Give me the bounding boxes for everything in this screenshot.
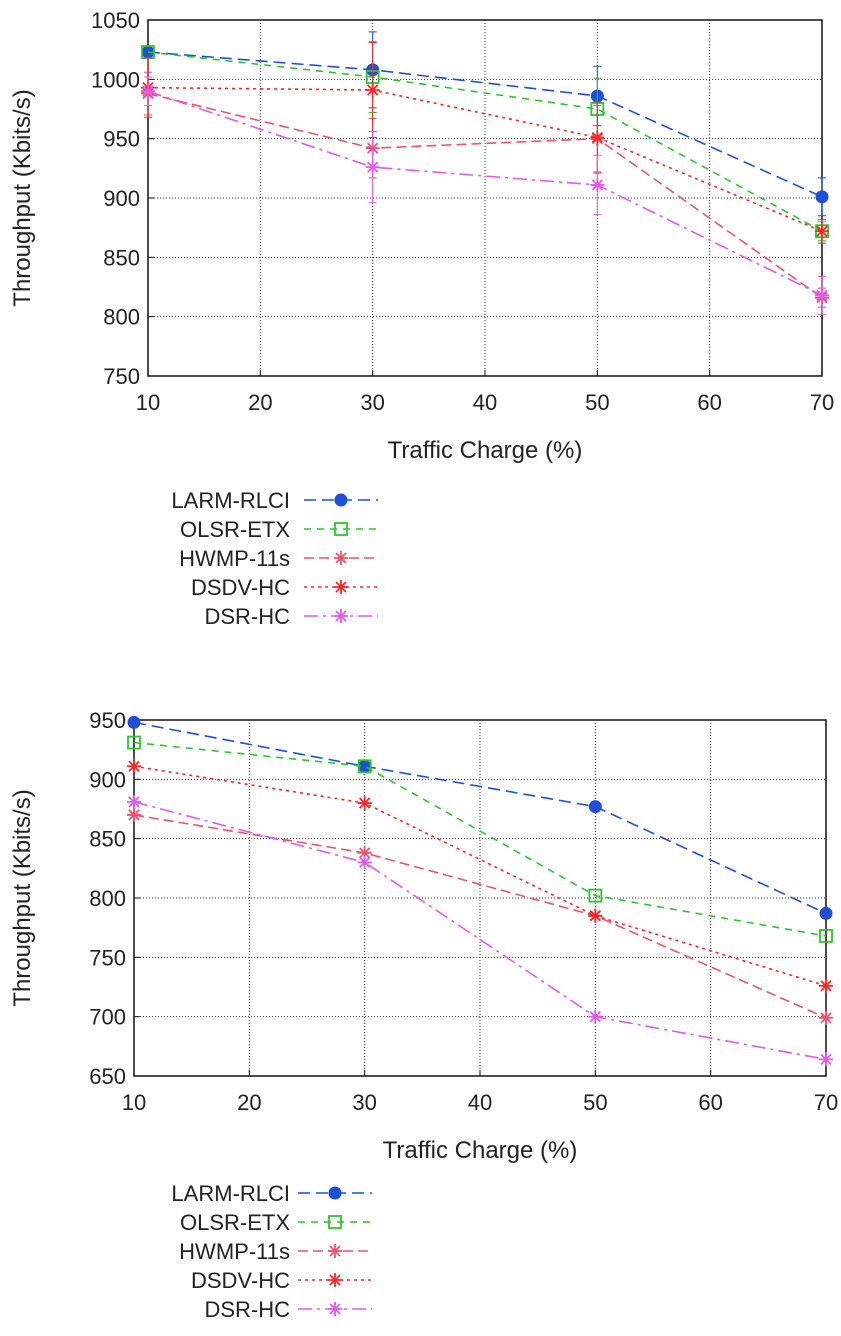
top-legend-label-dsdv-hc: DSDV-HC: [191, 575, 290, 600]
bottom-x-tick-label: 20: [237, 1090, 261, 1115]
bottom-legend-label-dsr-hc: DSR-HC: [204, 1297, 290, 1322]
bottom-legend: LARM-RLCI OLSR-ETX HWMP-11s DSDV-HC DSR-HC: [171, 1181, 372, 1322]
bottom-legend-marker-dsr-hc: [328, 1302, 342, 1316]
bottom-series-hwmp-11s-point: [819, 1010, 833, 1025]
bottom-x-tick-label: 30: [352, 1090, 376, 1115]
top-x-axis-label: Traffic Charge (%): [388, 437, 583, 464]
bottom-series-larm-rlci: [127, 715, 833, 920]
bottom-series-larm-rlci-point: [588, 800, 602, 814]
bottom-series-dsr-hc-line: [133, 801, 827, 1061]
top-series-dsr-hc-point: [590, 177, 605, 192]
bottom-series-dsr-hc: [127, 794, 833, 1067]
bottom-series-olsr-etx-point: [127, 735, 141, 750]
bottom-x-tick-label: 50: [583, 1090, 607, 1115]
bottom-y-tick-label: 800: [89, 886, 126, 911]
bottom-series-dsdv-hc-point: [588, 908, 603, 923]
bottom-series-dsdv-hc: [127, 759, 833, 993]
bottom-series-olsr-etx-point: [357, 759, 372, 774]
bottom-series-olsr-etx-point: [588, 888, 603, 903]
bottom-series-dsdv-hc-point: [819, 978, 833, 993]
top-legend-marker-dsr-hc: [334, 609, 348, 623]
top-series-dsdv-hc: [141, 42, 829, 244]
bottom-y-tick-label: 950: [89, 708, 126, 733]
top-x-tick-label: 50: [585, 390, 609, 415]
top-legend-label-olsr-etx: OLSR-ETX: [180, 517, 290, 542]
top-series-dsdv-hc-point: [365, 83, 380, 98]
bottom-x-axis-label: Traffic Charge (%): [383, 1137, 578, 1164]
top-x-tick-label: 10: [136, 390, 160, 415]
top-y-tick-label: 750: [103, 364, 140, 389]
top-series-dsr-hc-point: [141, 84, 155, 99]
top-y-tick-label: 800: [103, 305, 140, 330]
bottom-series-dsr-hc-point: [588, 1009, 603, 1024]
bottom-series-dsdv-hc-point: [127, 759, 141, 774]
top-legend-marker-larm-rlci: [334, 493, 348, 507]
bottom-series-larm-rlci-line: [133, 721, 827, 915]
bottom-series-olsr-etx: [127, 735, 833, 943]
bottom-legend-marker-larm-rlci: [328, 1186, 342, 1200]
top-x-tick-label: 70: [810, 390, 834, 415]
bottom-legend-label-olsr-etx: OLSR-ETX: [180, 1210, 290, 1235]
bottom-series-dsdv-hc-line: [133, 765, 827, 987]
top-y-tick-label: 900: [103, 186, 140, 211]
bottom-y-tick-label: 750: [89, 945, 126, 970]
top-legend: LARM-RLCI OLSR-ETX HWMP-11s DSDV-HC DSR-HC: [171, 488, 378, 629]
bottom-series-hwmp-11s-point: [357, 845, 372, 860]
top-legend-marker-dsdv-hc: [334, 580, 348, 594]
top-y-tick-label: 850: [103, 245, 140, 270]
top-y-axis-label: Throughput (Kbits/s): [9, 89, 36, 306]
bottom-legend-label-larm-rlci: LARM-RLCI: [171, 1181, 290, 1206]
bottom-series-larm-rlci-point: [819, 906, 833, 920]
bottom-x-tick-label: 10: [122, 1090, 146, 1115]
top-y-tick-label: 950: [103, 127, 140, 152]
top-series-olsr-etx-line: [147, 51, 823, 232]
top-x-tick-label: 60: [697, 390, 721, 415]
top-x-tick-label: 20: [248, 390, 272, 415]
top-series-dsr-hc-point: [815, 288, 829, 303]
throughput-chart-bottom: 10 20 30 40 50 60 70 650 700 750 800 850 900 950 Traff…: [9, 708, 838, 1322]
bottom-series-dsr-hc-point: [819, 1052, 833, 1067]
bottom-series-dsdv-hc-point: [357, 796, 372, 811]
top-x-tick-label: 30: [360, 390, 384, 415]
bottom-x-tick-label: 60: [698, 1090, 722, 1115]
bottom-y-tick-label: 900: [89, 767, 126, 792]
bottom-series-dsr-hc-point: [357, 855, 372, 870]
bottom-legend-label-dsdv-hc: DSDV-HC: [191, 1268, 290, 1293]
top-series-dsr-hc: [141, 76, 829, 315]
top-legend-label-dsr-hc: DSR-HC: [204, 604, 290, 629]
bottom-legend-label-hwmp-11s: HWMP-11s: [179, 1239, 290, 1264]
top-legend-label-hwmp-11s: HWMP-11s: [179, 546, 290, 571]
bottom-series-dsr-hc-point: [127, 794, 141, 809]
top-series-dsr-hc-line: [147, 90, 823, 297]
bottom-legend-marker-hwmp-11s: [328, 1244, 342, 1258]
top-y-tick-label: 1050: [91, 8, 140, 33]
top-series-dsdv-hc-line: [147, 86, 823, 232]
bottom-series-hwmp-11s-point: [127, 807, 141, 822]
bottom-series-olsr-etx-line: [133, 741, 827, 937]
bottom-y-tick-label: 700: [89, 1005, 126, 1030]
top-series-dsdv-hc-point: [590, 130, 605, 145]
top-legend-marker-hwmp-11s: [334, 551, 348, 565]
top-legend-marker-olsr-etx: [334, 522, 348, 536]
bottom-y-axis-label: Throughput (Kbits/s): [9, 789, 36, 1006]
bottom-series-olsr-etx-point: [819, 929, 833, 943]
bottom-legend-marker-olsr-etx: [328, 1215, 342, 1229]
bottom-y-tick-label: 850: [89, 827, 126, 852]
bottom-series-larm-rlci-point: [127, 715, 141, 729]
top-series-hwmp-11s-line: [147, 92, 823, 299]
bottom-legend-marker-dsdv-hc: [328, 1273, 342, 1287]
bottom-series-hwmp-11s-line: [133, 814, 827, 1019]
top-series-dsr-hc-point: [365, 160, 380, 175]
bottom-x-tick-label: 70: [814, 1090, 838, 1115]
bottom-x-tick-label: 40: [468, 1090, 492, 1115]
top-series-larm-rlci-line: [147, 51, 823, 198]
bottom-y-tick-label: 650: [89, 1064, 126, 1089]
top-y-tick-label: 1000: [91, 67, 140, 92]
top-legend-label-larm-rlci: LARM-RLCI: [171, 488, 290, 513]
top-series-larm-rlci-point: [815, 190, 829, 204]
top-x-tick-label: 40: [473, 390, 497, 415]
top-series-dsdv-hc-point: [815, 224, 829, 239]
throughput-chart-top: 10 20 30 40 50 60 70 750 800 850 900 950 1000 1050 Tra…: [9, 8, 834, 629]
